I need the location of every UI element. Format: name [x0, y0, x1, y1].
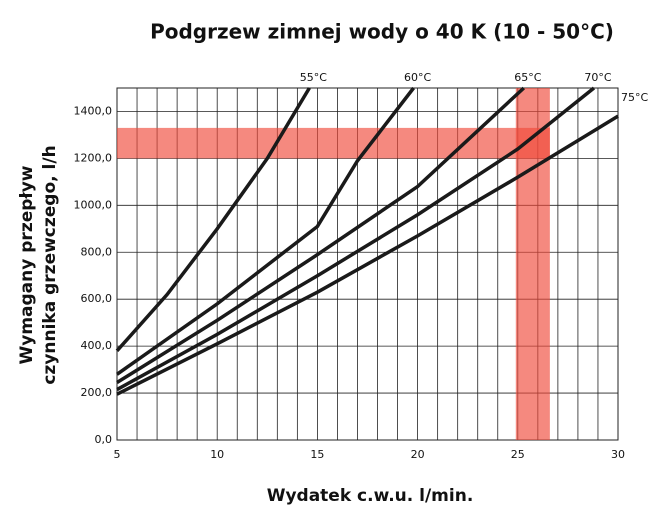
y-tick-label: 400,0 [81, 339, 113, 352]
x-tick-label: 25 [511, 448, 525, 461]
series-line [115, 86, 415, 376]
series-label: 75°C [621, 91, 648, 104]
y-tick-label: 1400,0 [74, 104, 113, 117]
highlight-band [117, 127, 550, 159]
x-tick-label: 30 [611, 448, 625, 461]
x-axis-label: Wydatek c.w.u. l/min. [267, 486, 474, 506]
chart-title: Podgrzew zimnej wody o 40 K (10 - 50°C) [150, 20, 614, 44]
series-line [116, 114, 619, 396]
series-label: 65°C [514, 71, 541, 84]
x-tick-label: 10 [210, 448, 224, 461]
y-axis-label: czynnika grzewczego, l/h [40, 145, 60, 384]
series-label: 70°C [584, 71, 611, 84]
x-tick-label: 5 [114, 448, 121, 461]
highlight-band [515, 88, 550, 440]
y-tick-label: 0,0 [95, 433, 113, 446]
y-tick-label: 1000,0 [74, 198, 113, 211]
series-label: 60°C [404, 71, 431, 84]
y-axis-label: Wymagany przepływ [17, 165, 37, 364]
y-tick-label: 200,0 [81, 386, 113, 399]
x-tick-label: 20 [411, 448, 425, 461]
series-line [115, 87, 311, 352]
y-tick-label: 1200,0 [74, 151, 113, 164]
y-tick-label: 800,0 [81, 245, 113, 258]
series-line [116, 86, 526, 384]
series-line [116, 86, 596, 392]
y-tick-label: 600,0 [81, 292, 113, 305]
series-label: 55°C [300, 71, 327, 84]
plot-frame [116, 87, 619, 441]
x-tick-label: 15 [310, 448, 324, 461]
